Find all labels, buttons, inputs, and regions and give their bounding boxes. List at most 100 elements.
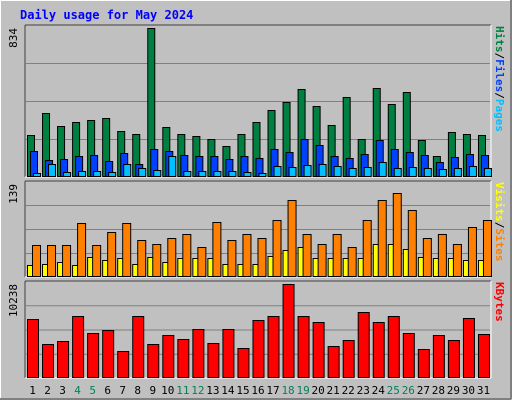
bar-sites-day-22: [347, 247, 357, 277]
bar-kbytes-day-23: [357, 312, 370, 378]
x-label-day-6: 6: [104, 384, 111, 397]
bar-pages-day-12: [198, 171, 207, 177]
bar-pages-day-24: [378, 162, 387, 177]
bar-pages-day-7: [123, 164, 132, 177]
x-label-day-2: 2: [44, 384, 51, 397]
bar-sites-day-18: [287, 200, 297, 277]
y-max-label: 10238: [7, 284, 20, 317]
x-label-day-4: 4: [74, 384, 81, 397]
legend-entry: Pages: [493, 99, 506, 132]
bar-sites-day-29: [452, 244, 462, 277]
bar-kbytes-day-19: [297, 316, 310, 378]
x-label-day-24: 24: [372, 384, 386, 397]
bar-pages-day-11: [183, 171, 192, 177]
bar-kbytes-day-9: [147, 344, 160, 378]
bar-pages-day-6: [108, 172, 117, 177]
bar-kbytes-day-13: [207, 343, 220, 378]
legend-entry: /: [493, 222, 506, 229]
y-max-label: 834: [7, 28, 20, 48]
bar-pages-day-25: [393, 168, 402, 177]
bar-kbytes-day-11: [177, 339, 190, 378]
bar-sites-day-28: [437, 234, 447, 277]
bar-sites-day-1: [32, 245, 41, 277]
x-label-day-21: 21: [327, 384, 340, 397]
bar-sites-day-3: [62, 245, 72, 277]
bar-kbytes-day-6: [102, 330, 115, 378]
x-label-day-27: 27: [417, 384, 430, 397]
legend-entry: KBytes: [493, 282, 506, 322]
bar-kbytes-day-28: [432, 335, 445, 378]
bar-pages-day-27: [423, 168, 432, 177]
bar-kbytes-day-2: [42, 344, 55, 378]
bar-sites-day-17: [272, 220, 282, 277]
x-label-day-19: 19: [296, 384, 309, 397]
bar-pages-day-9: [153, 170, 162, 177]
bar-kbytes-day-8: [132, 316, 145, 378]
bar-pages-day-15: [243, 172, 252, 177]
bar-sites-day-2: [47, 245, 57, 277]
bar-sites-day-21: [332, 234, 342, 277]
bar-sites-day-27: [422, 238, 432, 277]
bar-sites-day-13: [212, 222, 222, 277]
bar-pages-day-26: [408, 167, 417, 177]
legend-middle: Visits/Sites: [493, 182, 506, 262]
x-label-day-23: 23: [357, 384, 370, 397]
legend-entry: /: [493, 53, 506, 60]
bar-pages-day-10: [168, 156, 177, 177]
bar-pages-day-8: [138, 168, 147, 177]
bar-kbytes-day-4: [72, 316, 85, 378]
bar-kbytes-day-5: [87, 333, 100, 378]
x-label-day-16: 16: [251, 384, 264, 397]
bar-pages-day-22: [348, 168, 357, 177]
bar-kbytes-day-16: [252, 320, 265, 378]
x-label-day-14: 14: [221, 384, 235, 397]
bar-sites-day-8: [137, 240, 147, 277]
x-label-day-7: 7: [119, 384, 126, 397]
x-label-day-1: 1: [29, 384, 36, 397]
bar-sites-day-7: [122, 223, 132, 277]
bar-sites-day-16: [257, 238, 267, 277]
bar-kbytes-day-25: [387, 316, 400, 378]
bar-sites-day-19: [302, 234, 312, 277]
legend-entry: Visits: [493, 182, 506, 222]
panel-bottom: 10238 KBytes: [7, 280, 506, 379]
legend-entry: Files: [493, 59, 506, 92]
bar-kbytes-day-14: [222, 329, 235, 378]
legend-entry: Sites: [493, 228, 506, 261]
x-label-day-30: 30: [462, 384, 475, 397]
bar-kbytes-day-31: [477, 334, 490, 378]
y-max-label: 139: [7, 184, 20, 204]
bar-kbytes-day-30: [462, 318, 475, 378]
bar-pages-day-3: [63, 172, 72, 177]
bar-pages-day-1: [33, 173, 41, 177]
x-label-day-13: 13: [206, 384, 219, 397]
bar-pages-day-5: [93, 171, 102, 177]
bar-kbytes-day-15: [237, 348, 250, 378]
x-label-day-5: 5: [89, 384, 96, 397]
bar-pages-day-21: [333, 166, 342, 177]
bar-sites-day-31: [482, 220, 492, 277]
bar-pages-day-16: [258, 173, 267, 177]
bar-kbytes-day-20: [312, 322, 325, 378]
x-label-day-25: 25: [387, 384, 400, 397]
x-label-day-11: 11: [176, 384, 189, 397]
legend-entry: Hits: [493, 26, 506, 53]
bar-kbytes-day-3: [57, 341, 70, 378]
bar-pages-day-19: [303, 165, 312, 177]
bar-kbytes-day-24: [372, 322, 385, 378]
bar-pages-day-17: [273, 166, 282, 177]
bar-pages-day-31: [483, 168, 492, 177]
chart-title: Daily usage for May 2024: [20, 8, 193, 22]
bar-kbytes-day-21: [327, 346, 340, 378]
bar-pages-day-20: [318, 164, 327, 177]
bar-pages-day-30: [468, 166, 477, 177]
bar-pages-day-2: [48, 164, 57, 177]
bar-sites-day-20: [317, 244, 327, 277]
bar-pages-day-13: [213, 171, 222, 177]
bar-pages-day-28: [438, 169, 447, 177]
x-label-day-17: 17: [266, 384, 279, 397]
bar-sites-day-14: [227, 240, 237, 277]
